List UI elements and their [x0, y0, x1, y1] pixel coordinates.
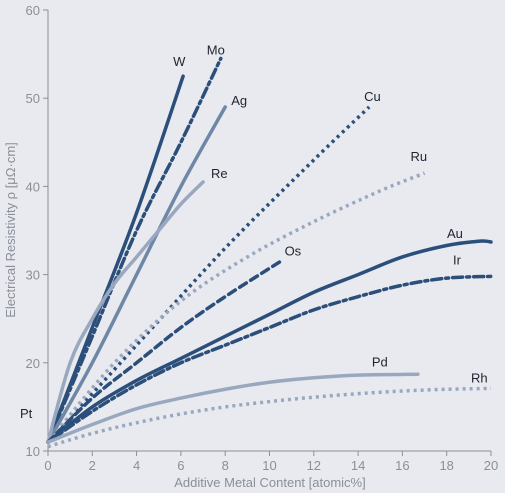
x-tick-label: 2	[89, 458, 96, 473]
series-line-os	[46, 259, 283, 444]
series-label-rh: Rh	[471, 370, 488, 385]
series-line-ir	[46, 274, 493, 444]
x-tick-label: 10	[262, 458, 276, 473]
series-lines	[46, 56, 493, 449]
series-line-pd	[46, 372, 420, 444]
x-tick-label: 14	[351, 458, 365, 473]
series-line-re	[46, 180, 205, 444]
series-label-pd: Pd	[372, 354, 388, 369]
origin-label: Pt	[20, 406, 33, 421]
y-tick-label: 30	[26, 268, 40, 283]
series-label-ag: Ag	[231, 93, 247, 108]
series-label-re: Re	[211, 166, 228, 181]
series-line-mo	[46, 56, 223, 444]
y-tick-label: 40	[26, 179, 40, 194]
y-tick-label: 60	[26, 3, 40, 18]
series-labels: W Mo Ag Re Cu Ru Os Au Ir Pd Rh	[173, 43, 488, 386]
x-tick-label: 4	[133, 458, 140, 473]
ticks: 0 2 4 6 8 10 12 14 16 18 20 10 20 30 40 50 60	[26, 3, 499, 473]
y-tick-label: 10	[26, 444, 40, 459]
series-label-ru: Ru	[411, 149, 428, 164]
x-tick-label: 12	[307, 458, 321, 473]
x-tick-label: 0	[44, 458, 51, 473]
series-label-w: W	[173, 54, 186, 69]
series-line-cu	[46, 105, 371, 444]
x-tick-label: 20	[484, 458, 498, 473]
y-tick-label: 50	[26, 91, 40, 106]
series-line-ag	[46, 105, 227, 444]
series-line-rh	[47, 386, 492, 449]
series-label-au: Au	[447, 226, 463, 241]
series-label-ir: Ir	[453, 252, 462, 267]
x-tick-label: 8	[222, 458, 229, 473]
x-axis-label: Additive Metal Content [atomic%]	[174, 475, 365, 490]
series-line-au	[46, 239, 493, 444]
series-line-w	[46, 74, 185, 444]
series-line-ru	[46, 171, 426, 444]
series-label-os: Os	[285, 243, 302, 258]
x-tick-label: 6	[177, 458, 184, 473]
series-label-mo: Mo	[207, 43, 225, 58]
x-tick-label: 18	[439, 458, 453, 473]
x-tick-label: 16	[395, 458, 409, 473]
series-label-cu: Cu	[364, 89, 381, 104]
y-axis-label: Electrical Resistivity ρ [μΩ·cm]	[3, 142, 18, 318]
y-tick-label: 20	[26, 356, 40, 371]
